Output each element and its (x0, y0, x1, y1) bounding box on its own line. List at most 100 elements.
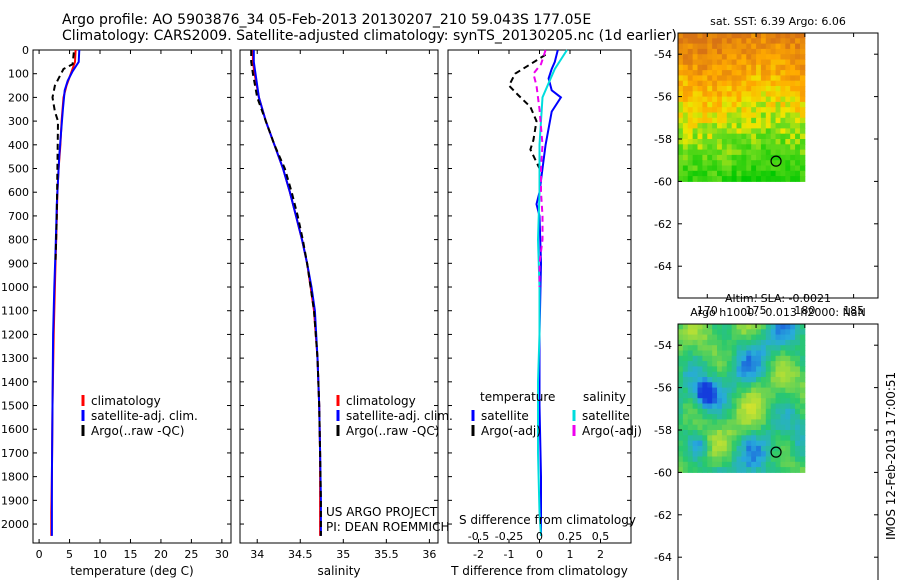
sst-map-cell (760, 86, 767, 92)
sla-map-cell (775, 377, 781, 383)
sla-map-cell (717, 445, 723, 452)
sst-map-cell (746, 75, 752, 82)
sst-map-cell (707, 38, 713, 45)
sst-map-cell (682, 107, 689, 113)
sst-map-cell (736, 144, 742, 151)
sst-map-cell (785, 128, 791, 135)
sla-map-cell (707, 371, 713, 378)
difference-panel: -2 -1 0 1 2T difference from climatology (447, 49, 632, 578)
sst-map-cell (799, 117, 806, 124)
sst-map-cell (785, 59, 791, 66)
sst-map-cell (721, 75, 728, 82)
sla-map-cell (760, 414, 767, 420)
sst-map-cell (780, 80, 786, 87)
sla-map-cell (678, 392, 684, 399)
sla-map-cell (707, 435, 713, 442)
depth-tick-label: 2000 (1, 518, 29, 531)
sla-map-cell (770, 430, 777, 436)
sla-map-cell (717, 371, 723, 378)
sst-map-cell (682, 96, 689, 103)
sst-map-cell (790, 154, 796, 161)
sla-map-cell (760, 377, 767, 383)
sst-map-cell (790, 64, 796, 71)
sst-map-cell (765, 133, 772, 140)
legend-title-salinity: salinity (583, 390, 626, 404)
sla-map-cell (687, 398, 694, 404)
sst-map-cell (736, 133, 742, 140)
sla-map-cell (785, 361, 791, 367)
sla-map-cell (760, 382, 767, 389)
sst-map-cell (736, 165, 742, 172)
sla-map-cell (707, 366, 713, 373)
figure-title-line1: Argo profile: AO 5903876_34 05-Feb-2013 … (62, 12, 592, 28)
sst-map-cell (795, 165, 801, 172)
sla-map-cell (741, 377, 747, 383)
sst-map-cell (707, 149, 713, 156)
sla-map-cell (682, 445, 689, 452)
sst-map-cell (731, 144, 738, 151)
sla-map-cell (775, 414, 781, 420)
sla-map-cell (799, 414, 806, 420)
sst-map-cell (721, 133, 728, 140)
sla-map-cell (799, 408, 806, 415)
sla-map-cell (717, 377, 723, 383)
sla-map-cell (678, 430, 684, 436)
sla-map-cell (692, 456, 699, 463)
legend-label: Argo(..raw -QC) (346, 424, 439, 438)
sla-map-cell (678, 334, 684, 341)
sst-map-cell (707, 160, 713, 166)
sst-map-cell (770, 144, 777, 151)
sst-map-cell (741, 33, 747, 39)
sla-map-cell (785, 392, 791, 399)
sla-map-cell (799, 329, 806, 336)
sst-map-cell (795, 139, 801, 145)
difference-xtick-label: 1 (567, 548, 574, 561)
sla-map-cell (795, 461, 801, 468)
legend-title-temperature: temperature (480, 390, 555, 404)
sst-map-cell (726, 117, 733, 124)
sst-map-cell (751, 128, 757, 135)
sla-map-cell (741, 414, 747, 420)
sst-map-cell (692, 112, 699, 119)
sst-map-cell (775, 117, 781, 124)
sla-map-cell (751, 361, 757, 367)
sla-map-cell (785, 387, 791, 394)
sla-map-cell (707, 377, 713, 383)
depth-tick-label: 900 (8, 257, 29, 270)
sst-map-cell (678, 133, 684, 140)
sst-map-cell (726, 75, 733, 82)
sst-map-cell (746, 128, 752, 135)
sst-map-cell (717, 86, 723, 92)
sst-map-cell (678, 176, 684, 182)
sla-map-cell (790, 350, 796, 357)
sla-map-cell (756, 430, 762, 436)
sst-map-cell (682, 70, 689, 76)
sla-map-cell (785, 445, 791, 452)
sla-map-cell (790, 355, 796, 362)
depth-tick-label: 600 (8, 186, 29, 199)
sst-map-cell (717, 176, 723, 182)
sla-map-cell (795, 350, 801, 357)
sst-map-cell (687, 86, 694, 92)
sla-map-cell (717, 424, 723, 431)
sla-map-cell (682, 451, 689, 457)
sst-map-cell (751, 96, 757, 103)
sla-map-cell (687, 371, 694, 378)
sla-map-cell (756, 408, 762, 415)
sst-map-cell (687, 170, 694, 177)
sla-map-cell (717, 430, 723, 436)
sst-map-cell (682, 64, 689, 71)
sst-map-cell (775, 123, 781, 129)
sla-map-cell (721, 339, 728, 346)
sst-map-cell (712, 59, 718, 66)
sst-map-cell (760, 107, 767, 113)
sla-map-cell (765, 414, 772, 420)
sst-map-cell (799, 128, 806, 135)
sst-map-cell (726, 86, 733, 92)
sst-map-cell (721, 154, 728, 161)
sla-map-cell (799, 424, 806, 431)
sst-map-cell (707, 48, 713, 55)
sst-map-lon-label: 180 (794, 304, 815, 317)
sla-map-cell (756, 445, 762, 452)
sst-map-cell (790, 33, 796, 39)
